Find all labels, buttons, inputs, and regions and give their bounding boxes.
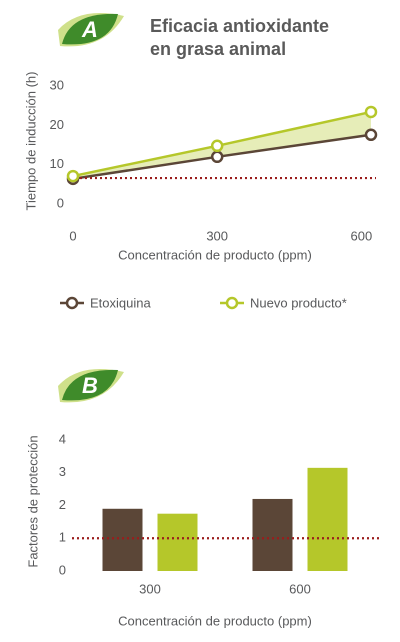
x-axis-label: Concentración de producto (ppm) xyxy=(118,247,312,262)
leaf xyxy=(62,369,118,401)
x-tick-label: 600 xyxy=(289,581,311,596)
point xyxy=(364,128,378,142)
legend-marker xyxy=(65,296,79,310)
y-tick-label: 30 xyxy=(50,77,64,92)
y-tick-label: 0 xyxy=(57,195,64,210)
point xyxy=(210,139,224,153)
y-axis-label: Factores de protección xyxy=(25,435,40,567)
legend-label: Nuevo producto* xyxy=(250,295,347,310)
x-tick-label: 0 xyxy=(69,228,76,243)
legend-marker xyxy=(225,296,239,310)
badge-letter: B xyxy=(82,373,98,398)
y-tick-label: 3 xyxy=(59,464,66,479)
point xyxy=(210,150,224,164)
legend-label: Etoxiquina xyxy=(90,295,151,310)
badge-letter: A xyxy=(81,17,98,42)
badge-b: B xyxy=(58,369,124,403)
point xyxy=(66,169,80,183)
x-axis-label: Concentración de producto (ppm) xyxy=(118,613,312,628)
y-tick-label: 2 xyxy=(59,497,66,512)
bar xyxy=(252,498,293,571)
leaf xyxy=(62,13,118,45)
y-tick-label: 1 xyxy=(59,530,66,545)
chart-title: Eficacia antioxidante xyxy=(150,16,329,36)
y-tick-label: 10 xyxy=(50,156,64,171)
x-tick-label: 300 xyxy=(206,228,228,243)
y-axis-label: Tiempo de inducción (h) xyxy=(23,72,38,211)
bar xyxy=(307,467,348,571)
bar xyxy=(102,508,143,571)
chart-title: en grasa animal xyxy=(150,39,286,59)
bar xyxy=(157,513,198,571)
y-tick-label: 0 xyxy=(59,562,66,577)
x-tick-label: 600 xyxy=(351,228,373,243)
y-tick-label: 20 xyxy=(50,117,64,132)
badge-a: A xyxy=(58,13,124,47)
y-tick-label: 4 xyxy=(59,431,66,446)
point xyxy=(364,105,378,119)
x-tick-label: 300 xyxy=(139,581,161,596)
